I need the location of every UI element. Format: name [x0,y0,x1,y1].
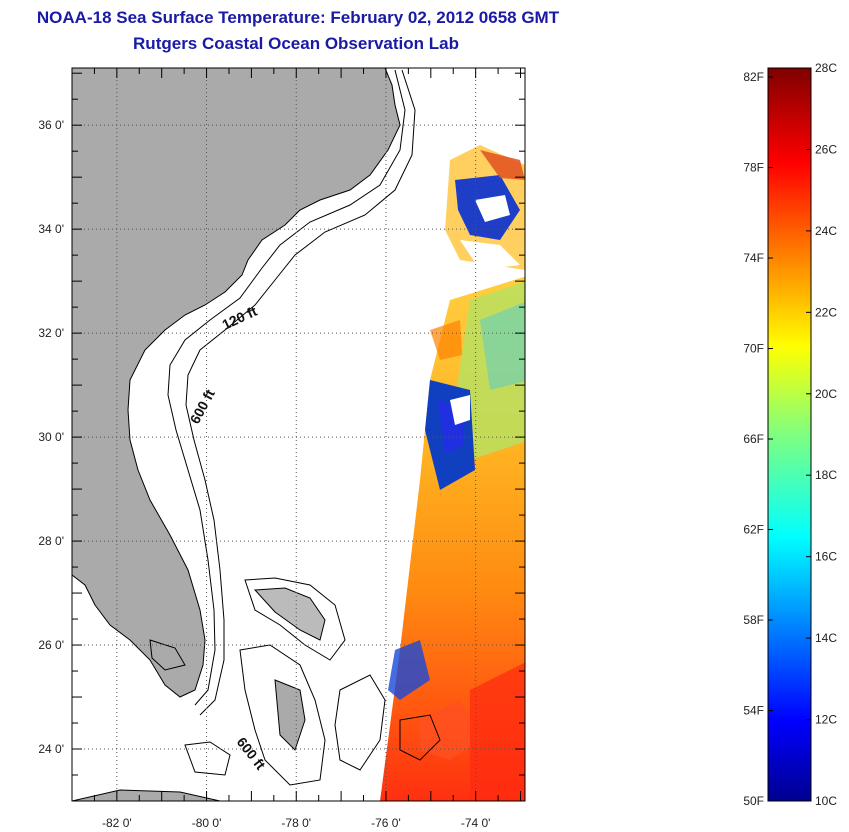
lat-label: 36 0' [38,118,64,132]
colorbar-label-f: 50F [743,794,764,808]
lon-label: -78 0' [281,816,311,830]
land-mass [72,68,401,698]
colorbar-label-f: 82F [743,70,764,84]
colorbar-label-f: 74F [743,251,764,265]
sst-swath [380,145,525,801]
colorbar-label-f: 58F [743,613,764,627]
colorbar-label-f: 54F [743,704,764,718]
lon-label: -82 0' [102,816,132,830]
colorbar-label-c: 22C [815,305,837,319]
contour-600ft [185,69,416,716]
longitude-labels: -82 0' -80 0' -78 0' -76 0' -74 0' [102,816,490,830]
lon-label: -74 0' [461,816,491,830]
colorbar [767,67,812,802]
colorbar-label-c: 14C [815,631,837,645]
cuba-coast [72,789,221,801]
colorbar-label-c: 20C [815,387,837,401]
map-frame [71,67,526,802]
colorbar-label-f: 70F [743,342,764,356]
lat-label: 34 0' [38,222,64,236]
colorbar-fahrenheit-labels: 82F 78F 74F 70F 66F 62F 58F 54F 50F [743,70,773,808]
page-subtitle: Rutgers Coastal Ocean Observation Lab [133,34,459,53]
lon-label: -76 0' [371,816,401,830]
colorbar-label-c: 26C [815,142,837,156]
colorbar-label-c: 24C [815,224,837,238]
contour-120ft [167,69,406,706]
colorbar-label-f: 78F [743,161,764,175]
lat-label: 24 0' [38,742,64,756]
lon-label: -80 0' [192,816,222,830]
lat-label: 28 0' [38,534,64,548]
page-title: NOAA-18 Sea Surface Temperature: Februar… [36,8,560,27]
colorbar-celsius-labels: 28C 26C 24C 22C 20C 18C 16C 14C 12C 10C [806,61,837,808]
bahamas-banks [149,577,441,786]
colorbar-label-f: 66F [743,432,764,446]
colorbar-label-c: 12C [815,713,837,727]
latitude-labels: 36 0' 34 0' 32 0' 30 0' 28 0' 26 0' 24 0' [38,118,64,756]
colorbar-label-c: 18C [815,468,837,482]
colorbar-label-c: 16C [815,550,837,564]
colorbar-label-c: 10C [815,794,837,808]
colorbar-label-f: 62F [743,523,764,537]
lat-label: 30 0' [38,430,64,444]
colorbar-label-c: 28C [815,61,837,75]
lat-label: 26 0' [38,638,64,652]
graticule [71,68,525,802]
lat-label: 32 0' [38,326,64,340]
